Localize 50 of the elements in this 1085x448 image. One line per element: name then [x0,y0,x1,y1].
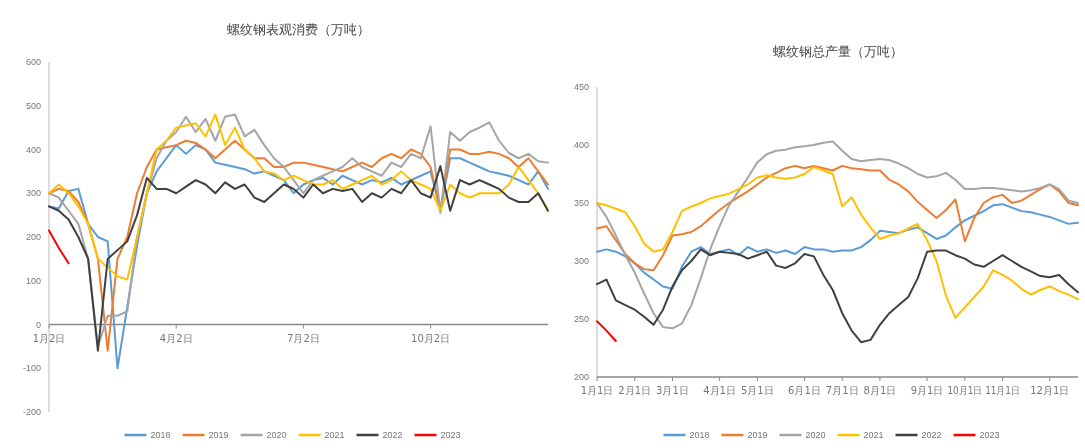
x-tick-label: 1月1日 [580,385,614,396]
x-tick-label: 3月1日 [656,385,689,396]
line-series [596,164,1079,272]
y-tick-label: -100 [22,363,41,374]
x-tick-label: 8月1日 [863,385,897,396]
legend-label: 2022 [921,430,942,440]
y-tick-label: 100 [25,275,41,286]
y-tick-label: 400 [573,140,589,151]
legend-label: 2019 [208,430,229,440]
y-tick-label: 200 [25,232,41,243]
legend-label: 2022 [382,430,403,440]
legend-label: 2018 [150,430,171,440]
x-tick-label: 9月1日 [910,385,944,396]
x-tick-label: 4月2日 [159,332,193,344]
x-tick-label: 1月2日 [32,332,66,344]
legend-label: 2021 [863,430,884,440]
y-tick-label: -200 [22,407,41,418]
line-series [596,140,1079,330]
legend-label: 2019 [747,430,768,440]
legend-label: 2020 [266,430,287,440]
line-series [596,248,1079,344]
y-tick-label: 0 [35,319,41,330]
x-tick-label: 4月1日 [703,385,736,396]
x-tick-label: 7月2日 [287,332,320,344]
y-tick-label: 450 [573,82,589,93]
x-tick-label: 6月1日 [788,385,821,396]
y-tick-label: 600 [25,57,41,68]
x-tick-label: 11月1日 [985,385,1025,396]
y-tick-label: 350 [573,198,589,209]
x-tick-label: 2月1日 [618,385,652,396]
y-tick-label: 400 [25,144,41,155]
legend-label: 2018 [689,430,710,440]
legend-label: 2023 [979,430,1000,440]
x-tick-label: 10月1日 [947,385,987,396]
y-tick-label: 200 [573,372,589,383]
x-tick-label: 7月1日 [825,385,859,396]
legend-label: 2020 [805,430,826,440]
x-tick-label: 5月1日 [740,385,774,396]
line-series [596,203,1079,290]
y-tick-label: 300 [25,188,41,199]
y-tick-label: 300 [573,256,589,267]
chart-title: 螺纹钢表观消费（万吨） [227,22,370,37]
legend-label: 2023 [440,430,461,440]
line-series [596,166,1079,319]
x-tick-label: 12月1日 [1030,385,1070,396]
x-tick-label: 10月2日 [411,332,451,344]
y-tick-label: 250 [573,314,589,325]
legend-label: 2021 [324,430,345,440]
chart-title: 螺纹钢总产量（万吨） [772,44,903,59]
y-tick-label: 500 [25,100,41,111]
